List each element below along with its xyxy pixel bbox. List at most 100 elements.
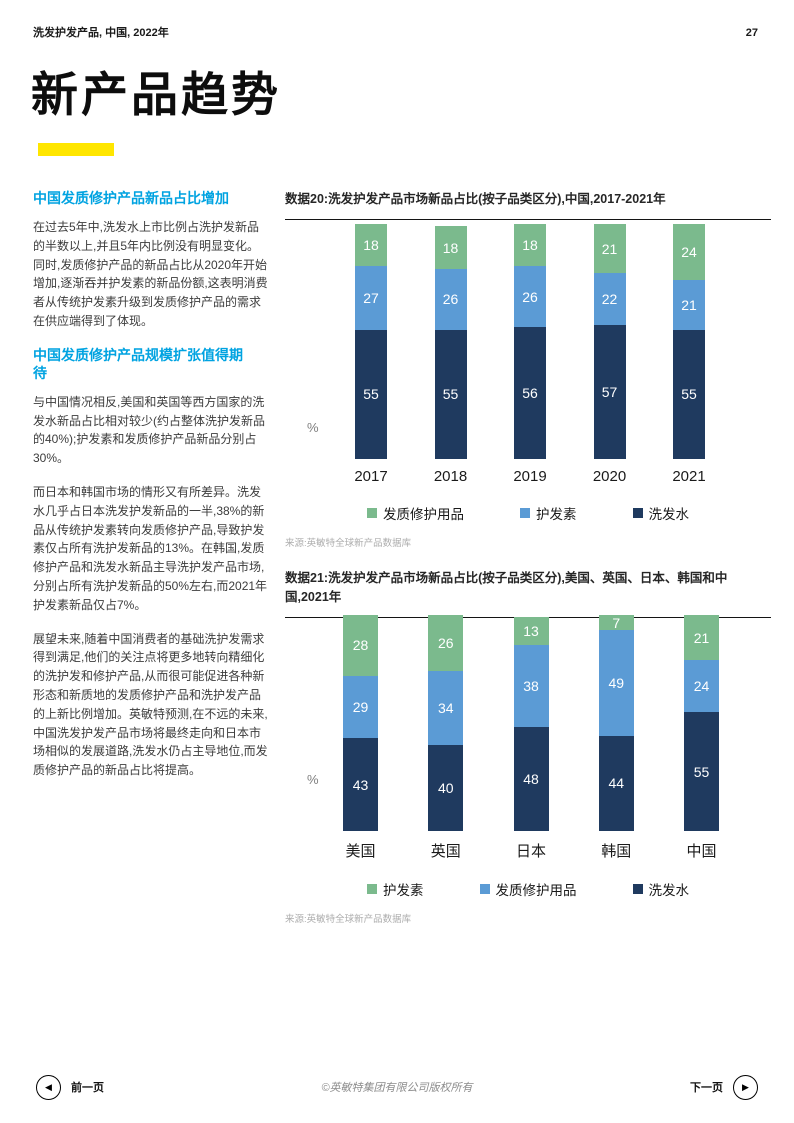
bar-column: 57 22 21 2020 — [592, 224, 627, 485]
bar-segment: 56 — [514, 327, 546, 459]
bar-segment: 26 — [428, 615, 464, 672]
chart-title: 数据21:洗发护发产品市场新品占比(按子品类区分),美国、英国、日本、韩国和中国… — [285, 571, 728, 604]
legend-item: 发质修护用品 — [479, 879, 577, 899]
stacked-bar: 56 26 18 — [514, 224, 546, 459]
bar-segment: 55 — [355, 329, 387, 459]
title-divider — [285, 219, 771, 220]
bar-segment: 28 — [343, 615, 378, 676]
plot-area: % 43 29 28 美国 40 34 26 英国 48 38 13 日本 44 49 7 韩国 55 24 21 中… — [285, 615, 771, 861]
page-header: 洗发护发产品, 中国, 2022年 27 — [33, 24, 758, 40]
yellow-accent-bar — [38, 143, 114, 156]
chart-title: 数据20:洗发护发产品市场新品占比(按子品类区分),中国,2017-2021年 — [285, 192, 666, 206]
bar-segment: 18 — [514, 224, 546, 267]
stacked-bar: 43 29 28 — [343, 615, 378, 831]
bar-segment: 43 — [343, 738, 378, 831]
page-number: 27 — [745, 27, 758, 39]
legend-label: 洗发水 — [648, 507, 690, 522]
bar-segment: 44 — [598, 735, 634, 831]
x-axis-label: 2021 — [672, 468, 706, 485]
x-axis-label: 英国 — [430, 843, 461, 860]
bar-segment: 55 — [434, 329, 467, 459]
bar-column: 55 21 24 2021 — [672, 224, 706, 485]
x-axis-label: 2017 — [354, 468, 388, 485]
legend-label: 护发素 — [383, 883, 424, 898]
legend-label: 洗发水 — [648, 883, 690, 898]
paragraph-2: 与中国情况相反,美国和英国等西方国家的洗发水新品占比相对较少(约占整体洗护发新品… — [33, 394, 265, 466]
x-axis-label: 2020 — [592, 468, 627, 485]
bar-segment: 18 — [434, 226, 467, 269]
copyright-notice: ©英敏特集团有限公司版权所有 — [321, 1082, 473, 1094]
x-axis-label: 韩国 — [601, 843, 632, 860]
bar-column: 43 29 28 美国 — [343, 615, 378, 861]
section-heading-1: 中国发质修护产品新品占比增加 — [33, 190, 229, 206]
legend-label: 发质修护用品 — [495, 883, 577, 898]
legend-label: 发质修护用品 — [383, 507, 464, 522]
legend-item: 洗发水 — [632, 879, 690, 899]
arrow-left-icon[interactable]: ◀ — [36, 1074, 61, 1100]
x-axis-label: 日本 — [515, 843, 546, 860]
bar-segment: 7 — [598, 615, 634, 631]
bar-segment: 55 — [684, 712, 719, 831]
stacked-bar: 40 34 26 — [428, 615, 464, 831]
bar-column: 55 26 18 2018 — [434, 226, 467, 485]
legend-label: 护发素 — [536, 507, 577, 522]
stacked-bar: 55 21 24 — [673, 224, 705, 459]
bar-segment: 13 — [513, 617, 549, 646]
x-axis-label: 中国 — [686, 843, 717, 860]
bar-segment: 21 — [593, 224, 626, 274]
prev-page-label: 前一页 — [71, 1082, 104, 1094]
bar-segment: 24 — [684, 660, 719, 713]
chart-column: 数据20:洗发护发产品市场新品占比(按子品类区分),中国,2017-2021年 … — [285, 190, 771, 925]
report-title: 洗发护发产品, 中国, 2022年 — [33, 27, 169, 39]
bar-segment: 40 — [428, 744, 464, 831]
x-axis-label: 美国 — [345, 843, 376, 860]
bar-column: 55 24 21 中国 — [684, 615, 719, 861]
bar-segment: 38 — [513, 645, 549, 728]
bar-column: 44 49 7 韩国 — [598, 615, 634, 861]
paragraph-3: 而日本和韩国市场的情形又有所差异。洗发水几乎占日本洗发护发新品的一半,38%的新… — [33, 484, 268, 612]
bar-group: 43 29 28 美国 40 34 26 英国 48 38 13 日本 44 49 7 韩国 55 24 21 中国 — [343, 615, 719, 861]
bar-segment: 57 — [593, 325, 626, 459]
bar-segment: 48 — [513, 727, 549, 831]
legend-item: 护发素 — [520, 503, 577, 523]
bar-segment: 21 — [684, 615, 719, 661]
prev-page-button[interactable]: ◀ 前一页 — [36, 1074, 104, 1100]
chart-legend: 护发素 发质修护用品 洗发水 — [285, 879, 771, 899]
legend-swatch-icon — [367, 508, 377, 518]
legend-swatch-icon — [479, 884, 490, 894]
legend-swatch-icon — [632, 884, 643, 894]
bar-segment: 49 — [598, 630, 634, 736]
stacked-bar: 48 38 13 — [513, 617, 549, 831]
plot-area: % 55 27 18 2017 55 26 18 2018 56 26 18 2019 57 22 21 20… — [285, 224, 771, 485]
chart-figure-21: 数据21:洗发护发产品市场新品占比(按子品类区分),美国、英国、日本、韩国和中国… — [285, 569, 771, 925]
chart-source: 来源:英敏特全球新产品数据库 — [285, 538, 412, 549]
paragraph-1: 在过去5年中,洗发水上市比例占洗护发新品的半数以上,并且5年内比例没有明显变化。… — [33, 220, 268, 328]
legend-item: 发质修护用品 — [367, 503, 464, 523]
stacked-bar: 55 26 18 — [434, 226, 467, 459]
legend-swatch-icon — [520, 508, 530, 518]
next-page-label: 下一页 — [690, 1082, 723, 1094]
chart-figure-20: 数据20:洗发护发产品市场新品占比(按子品类区分),中国,2017-2021年 … — [285, 190, 771, 549]
bar-segment: 22 — [593, 273, 626, 326]
section-heading-2: 中国发质修护产品规模扩张值得期待 — [33, 346, 243, 381]
chart-legend: 发质修护用品 护发素 洗发水 — [285, 503, 771, 523]
legend-swatch-icon — [632, 508, 643, 518]
stacked-bar: 57 22 21 — [593, 224, 626, 459]
bar-segment: 34 — [428, 671, 464, 745]
bar-segment: 26 — [434, 268, 467, 330]
legend-item: 洗发水 — [632, 503, 690, 523]
x-axis-label: 2019 — [513, 468, 547, 485]
stacked-bar: 55 24 21 — [684, 615, 719, 831]
y-axis-label: % — [307, 772, 319, 787]
page-title: 新产品趋势 — [31, 68, 281, 121]
chart-source: 来源:英敏特全球新产品数据库 — [285, 914, 412, 925]
bar-group: 55 27 18 2017 55 26 18 2018 56 26 18 2019 57 22 21 2020… — [354, 224, 706, 485]
stacked-bar: 55 27 18 — [355, 224, 387, 459]
bar-segment: 29 — [343, 675, 378, 739]
next-page-button[interactable]: 下一页 ▶ — [690, 1074, 758, 1100]
legend-swatch-icon — [367, 884, 377, 894]
arrow-right-icon[interactable]: ▶ — [733, 1074, 758, 1100]
bar-segment: 21 — [673, 280, 705, 330]
bar-segment: 24 — [673, 224, 705, 281]
